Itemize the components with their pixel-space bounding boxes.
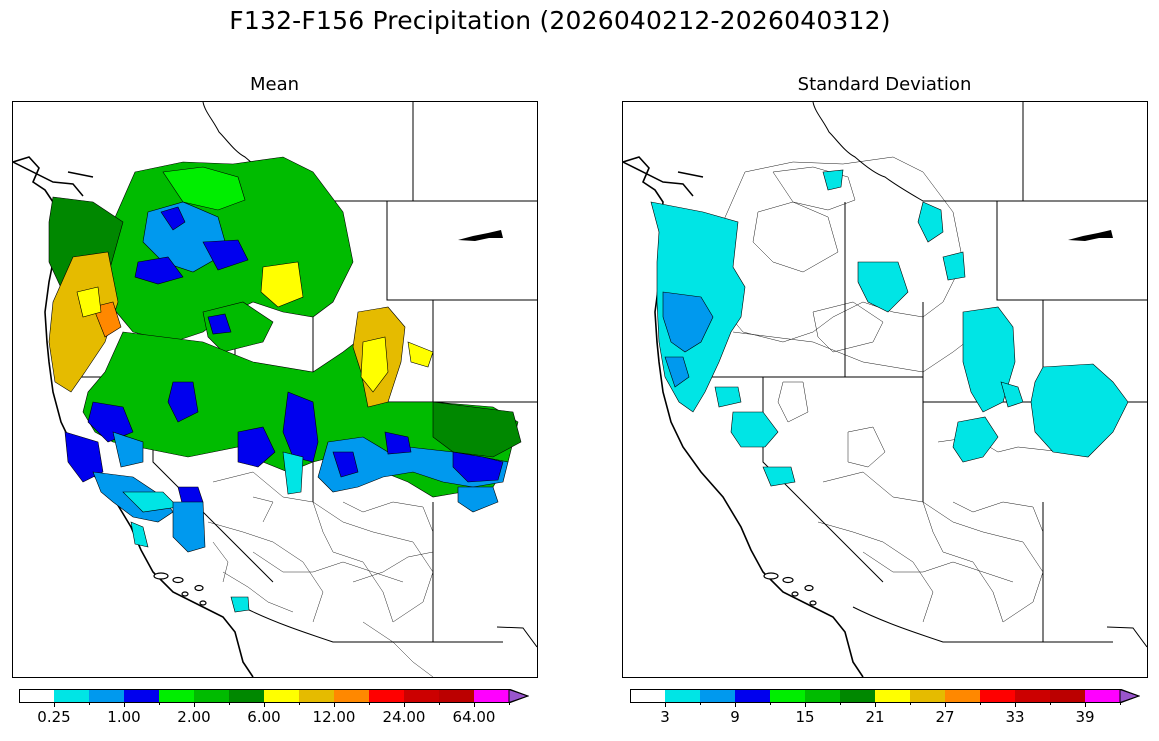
puget-sound <box>13 161 94 197</box>
colorbar-tick-mark <box>54 702 55 707</box>
colorbar-segment <box>124 689 160 703</box>
colorbar-segment <box>474 689 510 703</box>
colorbar-segment <box>805 689 841 703</box>
colorbar-tick-mark <box>840 702 841 705</box>
pacific-coastline <box>13 156 254 677</box>
colorbar-segment <box>54 689 90 703</box>
texas-border <box>496 626 537 648</box>
colorbar-outline <box>630 689 1141 703</box>
mean-colorbar <box>19 688 530 704</box>
stddev-colorbar <box>630 688 1141 704</box>
mexico-border <box>242 606 433 643</box>
colorbar-segment <box>299 689 335 703</box>
colorbar-segment <box>19 689 55 703</box>
colorbar-tick-mark <box>89 702 90 705</box>
colorbar-tick-label: 9 <box>730 708 740 726</box>
state-line-nd-sd <box>386 201 537 301</box>
stddev-panel-title: Standard Deviation <box>797 74 972 95</box>
colorbar-tick-mark <box>439 702 440 705</box>
stddev-colorbar-svg <box>630 688 1141 704</box>
colorbar-tick-label: 3 <box>660 708 670 726</box>
colorbar-tick-label: 64.00 <box>452 708 496 726</box>
colorbar-segment <box>404 689 440 703</box>
colorbar-segment <box>194 689 230 703</box>
colorbar-segment <box>89 689 125 703</box>
colorbar-tick-mark <box>770 702 771 705</box>
colorbar-segment <box>159 689 195 703</box>
colorbar-segment <box>264 689 300 703</box>
colorbar-tick-mark <box>805 702 806 707</box>
colorbar-segment <box>630 689 666 703</box>
colorbar-segment <box>334 689 370 703</box>
colorbar-tick-mark <box>474 702 475 707</box>
colorbar-segment <box>735 689 771 703</box>
colorbar-tick-mark <box>1085 702 1086 707</box>
colorbar-extend-arrow <box>508 688 530 704</box>
figure-title: F132-F156 Precipitation (2026040212-2026… <box>229 6 891 35</box>
colorbar-tick-mark <box>509 702 510 705</box>
colorbar-tick-mark <box>159 702 160 705</box>
colorbar-tick-label: 0.25 <box>37 708 71 726</box>
colorbar-tick-mark <box>229 702 230 705</box>
colorbar-tick-label: 2.00 <box>177 708 211 726</box>
colorbar-tick-mark <box>1050 702 1051 705</box>
colorbar-tick-label: 15 <box>795 708 815 726</box>
colorbar-tick-mark <box>334 702 335 707</box>
stddev-fill-regions <box>650 169 1129 487</box>
colorbar-tick-label: 12.00 <box>312 708 356 726</box>
colorbar-tick-mark <box>980 702 981 705</box>
colorbar-tick-mark <box>1015 702 1016 707</box>
colorbar-tick-mark <box>124 702 125 707</box>
colorbar-segment <box>1050 689 1086 703</box>
stddev-map <box>622 101 1148 678</box>
colorbar-segment <box>875 689 911 703</box>
colorbar-tick-mark <box>665 702 666 707</box>
basin-outlines <box>207 471 434 677</box>
colorbar-segment <box>945 689 981 703</box>
colorbar-segment <box>1085 689 1121 703</box>
colorbar-tick-mark <box>875 702 876 707</box>
colorbar-segment <box>229 689 265 703</box>
colorbar-tick-mark <box>910 702 911 705</box>
colorbar-tick-mark <box>945 702 946 707</box>
colorbar-segment <box>770 689 806 703</box>
colorbar-segment <box>439 689 475 703</box>
colorbar-tick-mark <box>735 702 736 707</box>
mean-map-svg <box>13 102 537 677</box>
colorbar-segment <box>700 689 736 703</box>
colorbar-segment <box>665 689 701 703</box>
colorbar-segment <box>980 689 1016 703</box>
state-line-nm-tx <box>432 502 503 643</box>
colorbar-tick-mark <box>299 702 300 705</box>
colorbar-tick-label: 21 <box>865 708 885 726</box>
colorbar-tick-mark <box>700 702 701 705</box>
mean-fill-regions <box>48 156 522 613</box>
colorbar-tick-mark <box>194 702 195 707</box>
colorbar-extend-arrow <box>1119 688 1141 704</box>
colorbar-segment <box>840 689 876 703</box>
colorbar-segment <box>369 689 405 703</box>
colorbar-tick-label: 24.00 <box>382 708 426 726</box>
mean-map <box>12 101 538 678</box>
stddev-map-svg <box>623 102 1147 677</box>
mean-panel-title: Mean <box>249 74 300 95</box>
colorbar-tick-mark <box>369 702 370 705</box>
colorbar-tick-label: 27 <box>935 708 955 726</box>
colorbar-outline <box>19 689 530 703</box>
colorbar-tick-label: 39 <box>1075 708 1095 726</box>
colorbar-tick-label: 33 <box>1005 708 1025 726</box>
colorbar-segment <box>1015 689 1051 703</box>
colorbar-tick-mark <box>404 702 405 707</box>
colorbar-segment <box>910 689 946 703</box>
colorbar-tick-mark <box>1120 702 1121 705</box>
colorbar-tick-mark <box>264 702 265 707</box>
colorbar-tick-label: 1.00 <box>107 708 141 726</box>
lake-segment <box>458 230 503 241</box>
colorbar-tick-label: 6.00 <box>247 708 281 726</box>
state-line-ne-ks <box>432 300 537 403</box>
mean-colorbar-svg <box>19 688 530 704</box>
